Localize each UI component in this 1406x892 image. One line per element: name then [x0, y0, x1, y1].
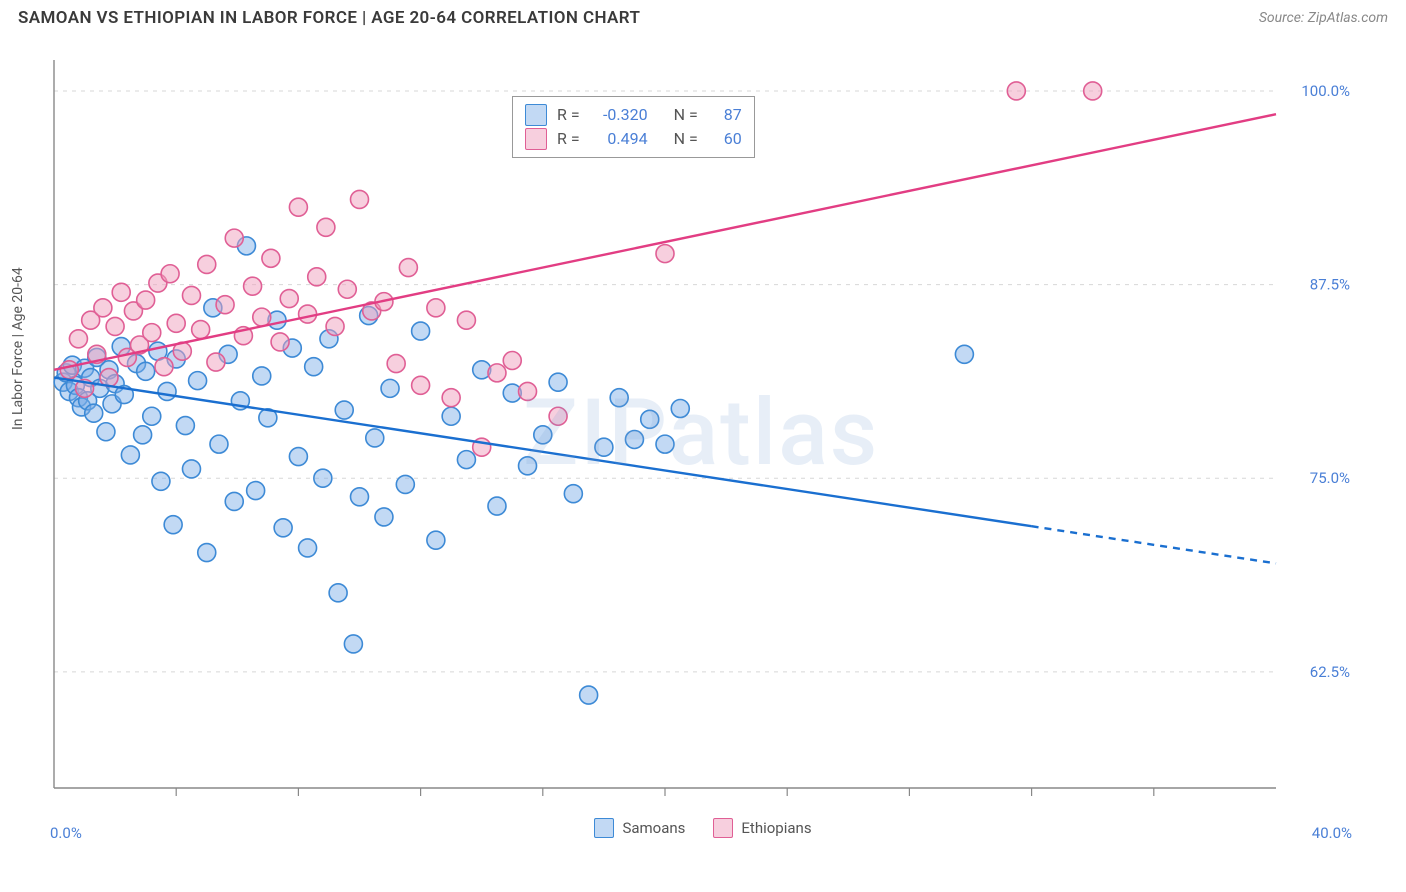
series-legend: Samoans Ethiopians: [0, 818, 1406, 838]
r-value: -0.320: [590, 103, 648, 127]
legend-label: Ethiopians: [741, 819, 811, 837]
legend-item: Ethiopians: [713, 818, 811, 838]
source-attribution: Source: ZipAtlas.com: [1259, 10, 1388, 26]
correlation-row: R = 0.494 N = 60: [525, 127, 742, 151]
stat-label: N =: [674, 127, 698, 151]
n-value: 60: [708, 127, 742, 151]
svg-text:62.5%: 62.5%: [1310, 663, 1350, 681]
stat-label: R =: [557, 103, 580, 127]
stat-label: N =: [674, 103, 698, 127]
legend-swatch: [713, 818, 733, 838]
legend-item: Samoans: [594, 818, 685, 838]
stat-label: R =: [557, 127, 580, 151]
chart-container: SAMOAN VS ETHIOPIAN IN LABOR FORCE | AGE…: [0, 0, 1406, 892]
title-bar: SAMOAN VS ETHIOPIAN IN LABOR FORCE | AGE…: [0, 0, 1406, 34]
legend-label: Samoans: [622, 819, 685, 837]
svg-text:75.0%: 75.0%: [1310, 469, 1350, 487]
legend-swatch: [525, 104, 547, 126]
plot-area: 62.5%75.0%87.5%100.0% ZIPatlas R =-0.320…: [46, 48, 1356, 808]
svg-text:100.0%: 100.0%: [1301, 82, 1350, 100]
chart-title: SAMOAN VS ETHIOPIAN IN LABOR FORCE | AGE…: [18, 8, 640, 28]
n-value: 87: [708, 103, 742, 127]
scatter-plot-svg: 62.5% 75.0% 87.5% 100.0%: [46, 48, 1356, 808]
legend-swatch: [594, 818, 614, 838]
legend-swatch: [525, 128, 547, 150]
correlation-legend: R = -0.320 N = 87 R = 0.494 N = 60: [512, 96, 755, 158]
y-axis-label: In Labor Force | Age 20-64: [10, 267, 26, 430]
r-value: 0.494: [590, 127, 648, 151]
correlation-row: R = -0.320 N = 87: [525, 103, 742, 127]
svg-text:87.5%: 87.5%: [1310, 276, 1350, 294]
